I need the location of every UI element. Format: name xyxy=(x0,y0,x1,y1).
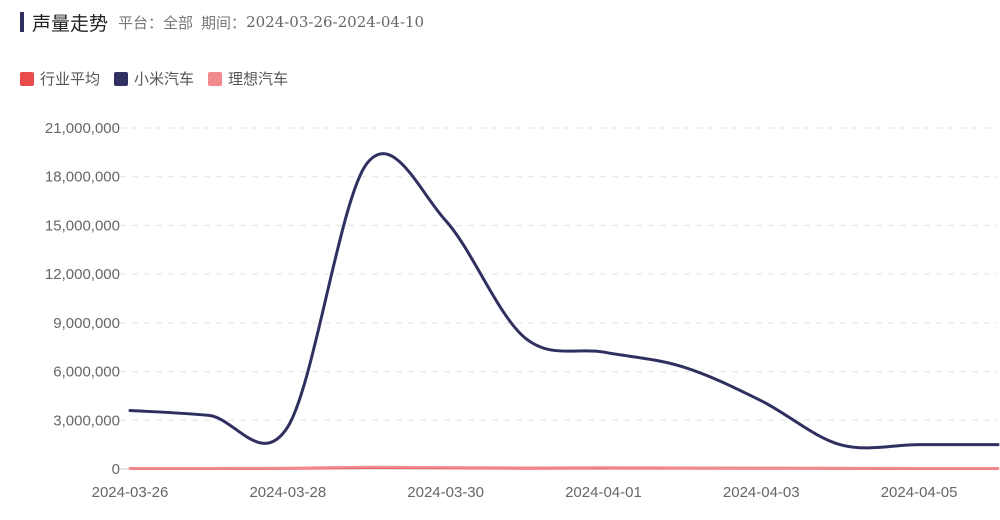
legend-item-industry-average[interactable]: 行业平均 xyxy=(20,68,100,89)
series-line-xiaomi xyxy=(128,152,1000,450)
y-tick-label: 3,000,000 xyxy=(53,412,120,429)
x-tick-label: 2024-04-01 xyxy=(565,484,642,501)
platform-label: 平台： xyxy=(118,13,164,32)
x-tick-label: 2024-03-26 xyxy=(92,484,169,501)
x-tick-label: 2024-04-03 xyxy=(723,484,800,501)
y-tick-label: 9,000,000 xyxy=(53,315,120,332)
x-tick-label: 2024-03-28 xyxy=(249,484,326,501)
period-label: 期间： xyxy=(201,13,247,32)
legend-swatch xyxy=(208,71,223,86)
legend-label: 理想汽车 xyxy=(228,70,289,88)
legend-swatch xyxy=(20,71,34,86)
y-tick-label: 15,000,000 xyxy=(45,217,120,234)
y-tick-label: 6,000,000 xyxy=(53,364,120,381)
period-value[interactable]: 2024-03-26-2024-04-10 xyxy=(246,13,425,31)
chart-title: 声量走势 xyxy=(32,12,109,35)
y-tick-label: 18,000,000 xyxy=(45,169,120,186)
y-tick-label: 12,000,000 xyxy=(45,266,120,283)
x-tick-label: 2024-03-30 xyxy=(407,484,484,501)
legend-swatch xyxy=(114,71,129,86)
y-tick-label: 0 xyxy=(112,461,120,478)
chart-header: 声量走势 平台： 全部 期间： 2024-03-26-2024-04-10 xyxy=(20,10,425,35)
legend-label: 小米汽车 xyxy=(134,70,195,88)
x-tick-label: 2024-04-05 xyxy=(881,484,958,501)
platform-value[interactable]: 全部 xyxy=(163,13,194,32)
title-accent-bar xyxy=(20,12,24,32)
legend-item-xiaomi[interactable]: 小米汽车 xyxy=(114,68,194,89)
legend-item-li-auto[interactable]: 理想汽车 xyxy=(208,68,288,89)
chart-legend: 行业平均 小米汽车 理想汽车 xyxy=(20,68,302,89)
series-line-li-auto xyxy=(128,465,1000,470)
y-tick-label: 21,000,000 xyxy=(45,120,120,137)
legend-label: 行业平均 xyxy=(40,70,101,88)
